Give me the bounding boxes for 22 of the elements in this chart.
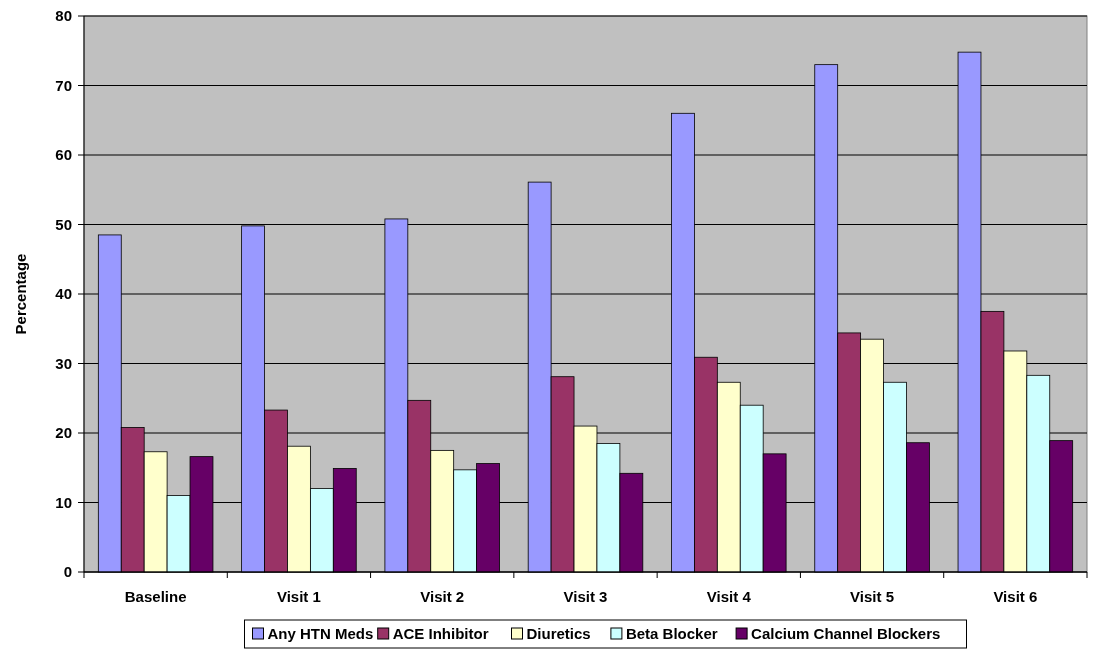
y-tick-label: 50 (55, 215, 72, 233)
y-tick-label: 40 (55, 285, 72, 303)
x-tick-label: Visit 4 (706, 588, 752, 605)
y-tick-label: 20 (55, 424, 72, 442)
y-tick-label: 70 (55, 76, 72, 94)
y-tick-label: 0 (63, 563, 72, 581)
y-tick-label: 80 (55, 7, 72, 25)
x-tick-label: Visit 2 (420, 588, 465, 605)
y-tick-label: 10 (55, 493, 72, 511)
legend-label: Diuretics (526, 625, 591, 643)
legend-label: Any HTN Meds (267, 625, 374, 643)
y-axis-title: Percentage (12, 253, 29, 335)
y-tick-label: 60 (55, 146, 72, 164)
x-tick-label: Visit 5 (850, 588, 895, 605)
legend-label: Beta Blocker (625, 625, 718, 643)
x-tick-label: Visit 6 (993, 588, 1038, 605)
x-tick-label: Visit 3 (563, 588, 608, 605)
legend-label: Calcium Channel Blockers (751, 625, 941, 643)
x-tick-label: Baseline (124, 588, 187, 605)
legend-label: ACE Inhibitor (392, 625, 489, 643)
y-tick-label: 30 (55, 354, 72, 372)
x-tick-label: Visit 1 (276, 588, 321, 605)
